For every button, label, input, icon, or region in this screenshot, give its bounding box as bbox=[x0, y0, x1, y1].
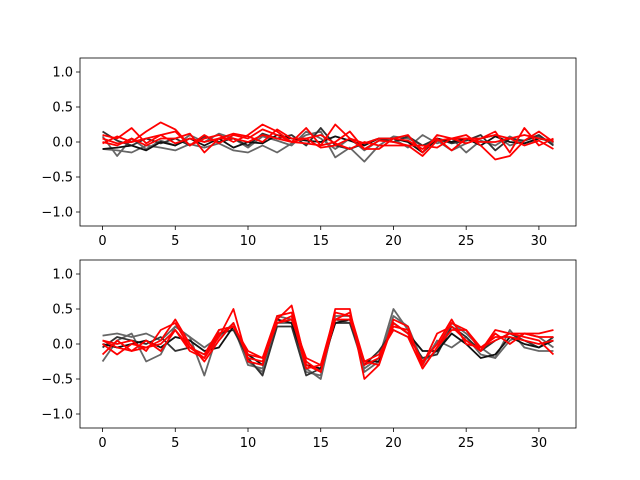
series-line-6 bbox=[102, 130, 554, 161]
x-tick-label: 5 bbox=[171, 436, 179, 451]
series-line-5 bbox=[101, 311, 554, 370]
y-tick-label: −1.0 bbox=[41, 408, 73, 423]
series-line-2 bbox=[102, 127, 554, 152]
x-tick-label: 0 bbox=[98, 234, 106, 249]
x-tick-label: 15 bbox=[312, 436, 329, 451]
x-tick-label: 5 bbox=[171, 234, 179, 249]
x-tick-label: 25 bbox=[458, 436, 475, 451]
x-tick-label: 20 bbox=[385, 234, 402, 249]
y-tick-label: 0.0 bbox=[52, 136, 73, 151]
top-axes: 0 5 10 15 20 25 30 −1.0 −0.5 0.0 0.5 1.0 bbox=[41, 57, 577, 249]
y-tick-label: 0.5 bbox=[52, 101, 73, 116]
x-tick-label: 10 bbox=[240, 436, 257, 451]
y-tick-label: 1.0 bbox=[52, 66, 73, 81]
series-line-7 bbox=[102, 128, 554, 150]
x-tick-label: 0 bbox=[98, 436, 106, 451]
x-tick-label: 30 bbox=[531, 436, 548, 451]
y-tick-label: −0.5 bbox=[41, 373, 73, 388]
x-tick-label: 20 bbox=[385, 436, 402, 451]
y-tick-label: −0.5 bbox=[41, 171, 73, 186]
bottom-axes: 0 5 10 15 20 25 30 −1.0 −0.5 0.0 0.5 1.0 bbox=[41, 259, 577, 451]
y-tick-label: 1.0 bbox=[52, 268, 73, 283]
x-tick-label: 10 bbox=[240, 234, 257, 249]
x-tick-label: 15 bbox=[312, 234, 329, 249]
series-line-7 bbox=[102, 311, 554, 370]
x-tick-label: 25 bbox=[458, 234, 475, 249]
y-tick-label: 0.5 bbox=[52, 303, 73, 318]
x-tick-label: 30 bbox=[531, 234, 548, 249]
y-tick-label: 0.0 bbox=[52, 338, 73, 353]
series-line-5 bbox=[102, 121, 554, 152]
y-tick-label: −1.0 bbox=[41, 206, 73, 221]
